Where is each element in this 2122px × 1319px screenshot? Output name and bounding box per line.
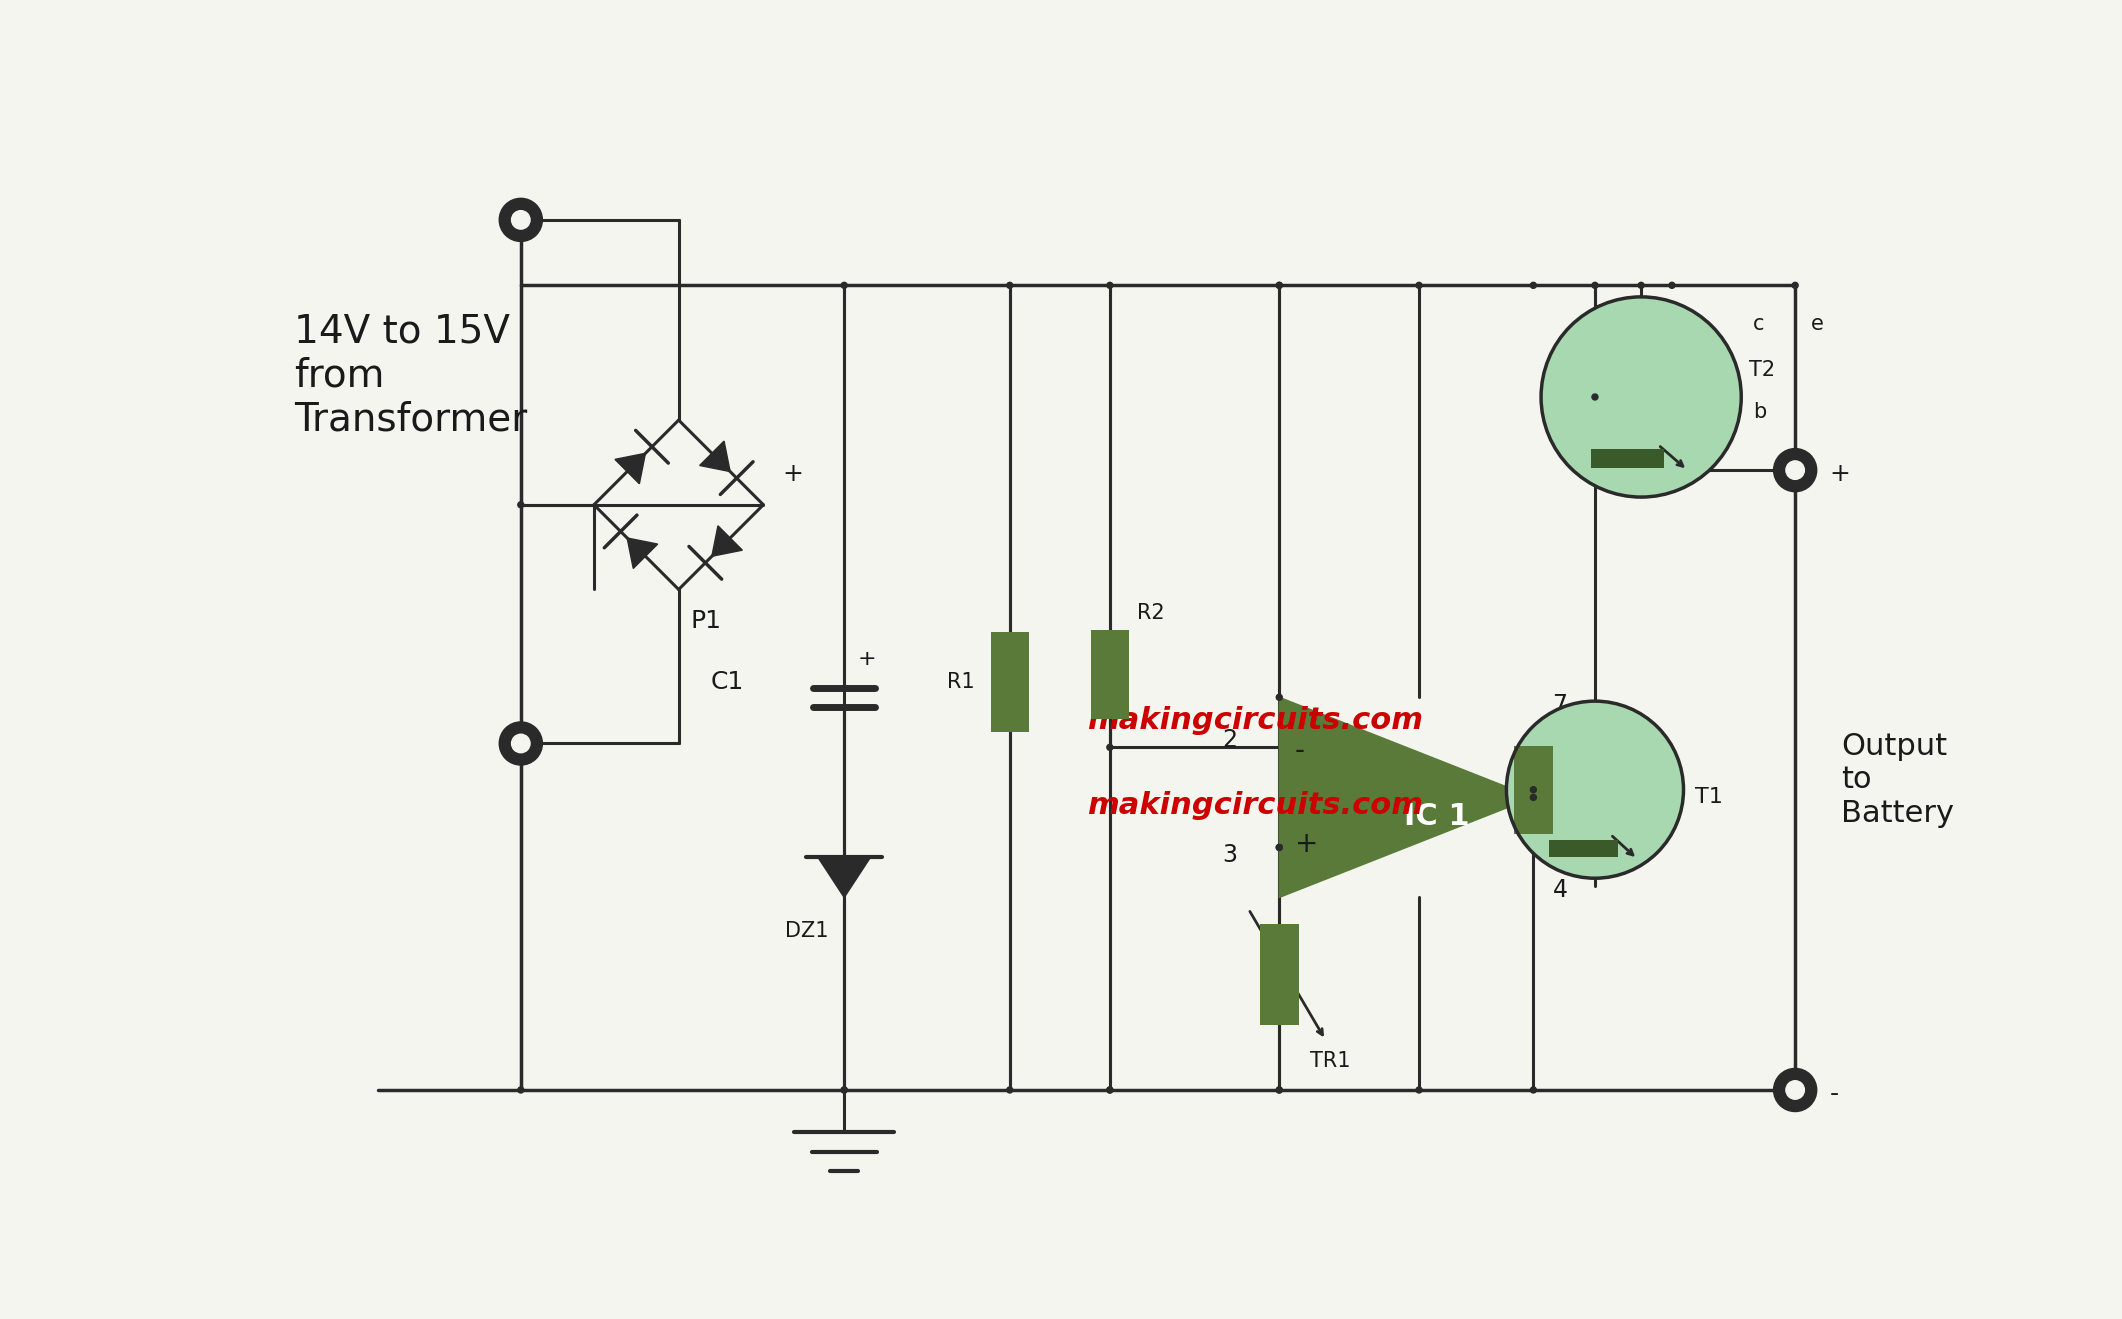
Circle shape xyxy=(499,198,543,241)
Text: Output
to
Battery: Output to Battery xyxy=(1842,732,1954,828)
Circle shape xyxy=(1275,694,1282,700)
Text: c: c xyxy=(1753,314,1763,334)
Polygon shape xyxy=(700,441,730,472)
Text: IC 1: IC 1 xyxy=(1405,802,1471,831)
Text: +: + xyxy=(1829,462,1850,485)
Circle shape xyxy=(1415,1087,1422,1093)
Bar xyxy=(1260,925,1299,1025)
Bar xyxy=(1549,840,1619,856)
Circle shape xyxy=(1507,702,1683,878)
Circle shape xyxy=(1530,794,1536,801)
Circle shape xyxy=(1592,282,1598,289)
Text: +: + xyxy=(1294,830,1318,857)
Polygon shape xyxy=(615,454,645,484)
Text: R2: R2 xyxy=(1137,603,1165,623)
Circle shape xyxy=(518,1087,524,1093)
Circle shape xyxy=(1275,1087,1282,1093)
Bar xyxy=(1592,450,1664,468)
Circle shape xyxy=(1275,1087,1282,1093)
Text: 4: 4 xyxy=(1553,877,1568,902)
Circle shape xyxy=(1787,1080,1804,1099)
Circle shape xyxy=(1006,282,1012,289)
Circle shape xyxy=(499,721,543,765)
Circle shape xyxy=(1108,1087,1112,1093)
Circle shape xyxy=(511,211,530,230)
Text: 3: 3 xyxy=(1222,843,1237,867)
Circle shape xyxy=(840,282,847,289)
Circle shape xyxy=(840,1087,847,1093)
Text: e: e xyxy=(1810,314,1823,334)
Circle shape xyxy=(1774,448,1816,492)
Text: T2: T2 xyxy=(1749,360,1776,380)
Polygon shape xyxy=(711,526,743,557)
Polygon shape xyxy=(817,857,870,897)
Circle shape xyxy=(840,1087,847,1093)
Circle shape xyxy=(1275,282,1282,289)
Circle shape xyxy=(1108,1087,1112,1093)
Polygon shape xyxy=(628,538,658,568)
Text: 14V to 15V
from
Transformer: 14V to 15V from Transformer xyxy=(293,313,526,438)
Circle shape xyxy=(1275,844,1282,851)
Text: -: - xyxy=(1829,1082,1840,1105)
Circle shape xyxy=(1774,1068,1816,1112)
Text: P1: P1 xyxy=(690,609,721,633)
Circle shape xyxy=(1668,282,1674,289)
Circle shape xyxy=(1592,394,1598,400)
Text: makingcircuits.com: makingcircuits.com xyxy=(1086,706,1422,735)
Circle shape xyxy=(1793,467,1797,474)
Bar xyxy=(1091,630,1129,719)
Circle shape xyxy=(518,501,524,508)
Bar xyxy=(991,632,1029,732)
Text: b: b xyxy=(1753,402,1766,422)
Circle shape xyxy=(1787,460,1804,479)
Text: R1: R1 xyxy=(949,671,976,692)
Circle shape xyxy=(1275,844,1282,851)
Circle shape xyxy=(1793,282,1797,289)
Circle shape xyxy=(1541,297,1742,497)
Circle shape xyxy=(1793,1087,1797,1093)
Circle shape xyxy=(1275,282,1282,289)
Text: +: + xyxy=(783,463,804,487)
Text: 2: 2 xyxy=(1222,728,1237,752)
Text: +: + xyxy=(857,649,876,669)
Circle shape xyxy=(1530,282,1536,289)
Circle shape xyxy=(1415,282,1422,289)
Text: R3: R3 xyxy=(1560,772,1587,791)
Polygon shape xyxy=(1280,698,1534,897)
Circle shape xyxy=(1108,282,1112,289)
Circle shape xyxy=(511,735,530,753)
Text: C1: C1 xyxy=(711,670,745,694)
Circle shape xyxy=(1108,744,1112,751)
Circle shape xyxy=(1530,1087,1536,1093)
Text: 6: 6 xyxy=(1553,801,1568,824)
Text: -: - xyxy=(1294,737,1305,765)
Text: DZ1: DZ1 xyxy=(785,921,830,940)
Bar xyxy=(1515,745,1553,835)
Circle shape xyxy=(1006,1087,1012,1093)
Circle shape xyxy=(1638,282,1645,289)
Text: T1: T1 xyxy=(1695,787,1723,807)
Circle shape xyxy=(1530,786,1536,793)
Text: 7: 7 xyxy=(1553,692,1568,718)
Text: TR1: TR1 xyxy=(1309,1051,1350,1071)
Text: makingcircuits.com: makingcircuits.com xyxy=(1086,790,1422,819)
